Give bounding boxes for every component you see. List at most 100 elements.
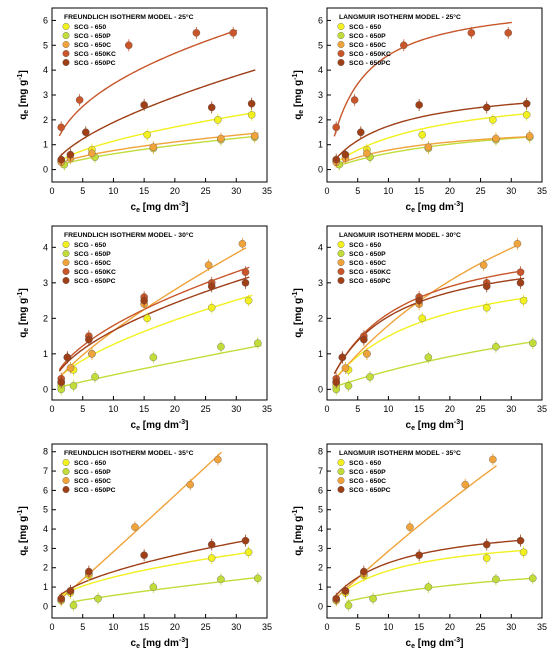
fit-curve (333, 549, 528, 600)
data-point (492, 575, 500, 584)
chart-panel-4: 0 5 10 15 20 25 30 35 0 1 2 3 4 ce [mg dm-3] qe [mg g-… (275, 218, 550, 436)
data-point (241, 279, 250, 287)
data-point (241, 268, 250, 276)
data-point (204, 261, 213, 269)
data-point (424, 583, 433, 591)
x-tick-label: 5 (80, 404, 85, 414)
data-point (192, 29, 201, 37)
data-point (140, 551, 148, 559)
legend-marker (62, 459, 70, 466)
y-tick-label: 0 (318, 384, 323, 394)
data-point (82, 128, 90, 137)
data-point (418, 314, 426, 323)
data-point (75, 96, 84, 104)
data-point (363, 350, 371, 358)
svg-text:qe [mg g-1]: qe [mg g-1] (17, 506, 30, 556)
x-tick-label: 25 (476, 404, 486, 414)
chart-panel-1: 0 5 10 15 20 25 30 35 0 1 2 3 4 5 6 ce [mg dm-3] qe [mg … (0, 0, 275, 218)
legend-label: SCG - 650P (349, 251, 386, 258)
legend-marker (62, 41, 70, 48)
x-tick-label: 0 (49, 404, 54, 414)
y-tick-label: 4 (318, 65, 323, 75)
data-point (214, 455, 222, 464)
data-point (482, 540, 491, 549)
data-point (238, 239, 247, 248)
y-tick-label: 6 (43, 15, 48, 25)
data-point (57, 123, 65, 132)
x-tick-label: 10 (108, 622, 118, 632)
data-point (341, 364, 350, 372)
data-point (415, 101, 423, 109)
x-tick-label: 30 (506, 404, 516, 414)
data-point (69, 601, 78, 610)
data-point (344, 382, 353, 390)
x-tick-label: 30 (231, 404, 241, 414)
chart-title: FREUNDLICH ISOTHERM MODEL - 25°C (64, 13, 194, 21)
data-point (406, 523, 414, 531)
x-tick-label: 25 (476, 622, 486, 632)
legend-marker (337, 468, 345, 475)
legend-marker (62, 259, 70, 266)
x-tick-label: 5 (355, 186, 360, 196)
legend-marker (337, 268, 345, 275)
legend-label: SCG - 650PC (349, 278, 391, 285)
plot-frame (326, 225, 543, 401)
chart-title: LANGMUIR ISOTHERM MODEL - 25°C (339, 13, 461, 21)
y-tick-label: 3 (43, 543, 48, 553)
data-point (217, 575, 225, 584)
chart-svg: 0 5 10 15 20 25 30 35 0 1 2 3 4 5 6 7 8 ce [mg dm-3] qe [m… (292, 443, 547, 650)
y-tick-label: 0 (318, 601, 323, 611)
data-point (357, 128, 365, 137)
data-point (94, 594, 102, 603)
data-point (207, 303, 216, 312)
y-tick-label: 1 (318, 349, 323, 359)
plot-frame (51, 443, 268, 619)
x-tick-label: 10 (383, 622, 393, 632)
x-tick-label: 0 (49, 186, 54, 196)
x-axis-label: ce [mg dm-3] (406, 419, 464, 432)
data-point (516, 279, 525, 287)
chart-title: LANGMUIR ISOTHERM MODEL - 30°C (339, 231, 461, 239)
legend-marker (62, 50, 70, 57)
legend-label: SCG - 650P (74, 251, 111, 258)
fit-curve (58, 539, 250, 597)
data-point (332, 155, 340, 164)
legend-label: SCG - 650 (74, 24, 106, 31)
legend-marker (337, 486, 345, 493)
y-tick-label: 1 (43, 582, 48, 592)
y-tick-label: 6 (318, 485, 323, 495)
fit-curve (58, 276, 250, 372)
svg-text:qe [mg g-1]: qe [mg g-1] (292, 70, 305, 120)
data-point (214, 116, 222, 124)
data-point (360, 567, 368, 576)
y-axis-label: qe [mg g-1] (17, 506, 30, 556)
legend-marker (337, 32, 345, 39)
chart-title: LANGMUIR ISOTHERM MODEL - 35°C (339, 449, 461, 457)
y-tick-label: 1 (43, 349, 48, 359)
data-point (140, 296, 148, 305)
y-tick-label: 5 (43, 40, 48, 50)
legend-label: SCG - 650KC (349, 51, 391, 58)
fit-curve (333, 465, 497, 600)
data-point (332, 378, 340, 387)
legend-marker (337, 459, 345, 466)
data-point (85, 335, 93, 344)
svg-text:qe [mg g-1]: qe [mg g-1] (17, 70, 30, 120)
legend-label: SCG - 650PC (349, 60, 391, 67)
data-point (91, 373, 99, 381)
data-point (482, 103, 491, 112)
y-tick-label: 3 (318, 90, 323, 100)
chart-panel-6: 0 5 10 15 20 25 30 35 0 1 2 3 4 5 6 7 8 ce [mg dm-3] qe [m… (275, 436, 550, 654)
x-tick-label: 10 (383, 404, 393, 414)
y-tick-label: 2 (43, 115, 48, 125)
data-point (207, 282, 216, 291)
x-tick-label: 35 (262, 404, 272, 414)
legend-marker (62, 250, 70, 257)
x-tick-label: 20 (170, 186, 180, 196)
data-point (424, 143, 433, 151)
x-tick-label: 0 (324, 186, 329, 196)
data-point (338, 353, 347, 362)
data-point (482, 282, 491, 291)
x-tick-label: 30 (506, 622, 516, 632)
y-tick-label: 4 (43, 524, 48, 534)
